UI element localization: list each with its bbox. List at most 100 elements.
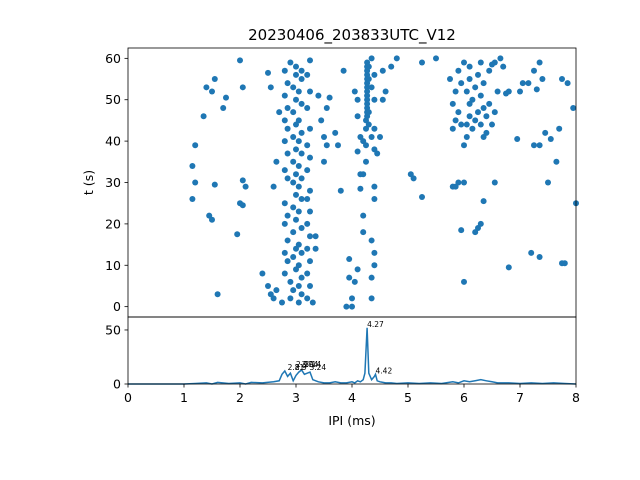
scatter-point [480, 198, 487, 205]
scatter-points [189, 55, 579, 310]
scatter-point [374, 150, 381, 157]
scatter-point [203, 84, 210, 91]
scatter-point [371, 125, 378, 132]
scatter-point [547, 136, 554, 143]
scatter-point [477, 220, 484, 227]
scatter-point [293, 171, 299, 178]
scatter-point [189, 196, 196, 203]
scatter-point [354, 96, 361, 103]
scatter-point [242, 183, 249, 190]
scatter-point [360, 229, 367, 236]
scatter-point [281, 117, 288, 124]
scatter-point [332, 129, 339, 136]
scatter-point [270, 295, 277, 302]
scatter-point [505, 264, 512, 271]
scatter-point [461, 59, 467, 66]
scatter-point [192, 142, 199, 149]
scatter-point [239, 84, 246, 91]
peak-label: 3.14 [304, 360, 321, 369]
scatter-point [354, 113, 361, 120]
scatter-point [561, 260, 568, 267]
scatter-point [293, 146, 299, 153]
x-axis-ticks: 0 1 2 3 4 5 6 7 8 [124, 384, 580, 405]
scatter-point [287, 295, 294, 302]
scatter-point [290, 133, 297, 140]
scatter-point [363, 142, 369, 149]
scatter-point [290, 229, 297, 236]
scatter-point [371, 96, 378, 103]
scatter-point [298, 67, 305, 74]
scatter-point [293, 96, 299, 103]
scatter-point [290, 253, 297, 260]
scatter-point [234, 231, 241, 238]
scatter-point [304, 105, 311, 112]
scatter-point [211, 181, 218, 188]
scatter-point [539, 76, 546, 83]
scatter-point [360, 212, 367, 219]
y-tick-label: 40 [105, 134, 121, 149]
scatter-point [461, 179, 467, 186]
scatter-point [449, 125, 456, 132]
scatter-point [382, 88, 389, 95]
scatter-point [307, 258, 313, 265]
scatter-point [337, 187, 344, 194]
scatter-point [354, 266, 361, 273]
scatter-point [377, 133, 383, 140]
scatter-point [290, 287, 297, 294]
scatter-point [295, 138, 302, 145]
scatter-point [284, 150, 291, 157]
scatter-point [480, 80, 487, 87]
scatter-point [449, 100, 456, 107]
scatter-point [290, 84, 297, 91]
peak-label: 2.97 [296, 360, 313, 369]
scatter-point [371, 262, 378, 269]
scatter-point [290, 109, 297, 116]
scatter-point [542, 129, 549, 136]
scatter-point [368, 133, 375, 140]
y-tick-label: 20 [105, 216, 121, 231]
scatter-point [276, 109, 283, 116]
scatter-point [298, 76, 305, 83]
scatter-point [298, 291, 305, 298]
scatter-point [371, 196, 378, 203]
x-axis-label: IPI (ms) [328, 413, 375, 428]
scatter-point [477, 92, 484, 99]
scatter-point [461, 142, 467, 149]
scatter-point [323, 105, 330, 112]
scatter-point [220, 105, 227, 112]
peak-labels: 2.812.92.973.043.143.24 4.27 4.42 [288, 320, 393, 375]
scatter-point [483, 129, 490, 136]
scatter-point [483, 113, 490, 120]
scatter-point [290, 158, 297, 165]
scatter-point [477, 121, 484, 128]
peak-label: 2.81 [288, 363, 305, 372]
scatter-point [298, 150, 305, 157]
scatter-point [447, 76, 453, 83]
y-tick-label: 50 [105, 322, 121, 337]
y-axis-ticks: 0 10 20 30 40 50 60 [105, 51, 128, 314]
scatter-point [295, 241, 302, 248]
scatter-point [295, 208, 302, 215]
scatter-point [279, 299, 285, 306]
scatter-point [343, 303, 350, 310]
scatter-point [304, 295, 311, 302]
scatter-point [419, 59, 425, 66]
x-tick-label: 0 [124, 390, 132, 405]
scatter-point [455, 109, 462, 116]
scatter-point [477, 59, 484, 66]
scatter-point [326, 94, 333, 101]
scatter-point [281, 167, 288, 174]
scatter-point [371, 183, 378, 190]
scatter-point [214, 291, 221, 298]
peak-label: 4.42 [376, 366, 393, 375]
scatter-point [321, 133, 327, 140]
scatter-point [553, 158, 560, 165]
scatter-point [295, 117, 302, 124]
scatter-point [281, 249, 288, 256]
scatter-point [455, 179, 462, 186]
scatter-point [466, 63, 473, 70]
y-tick-label: 0 [113, 377, 121, 392]
scatter-point [351, 88, 358, 95]
scatter-point [346, 274, 353, 281]
